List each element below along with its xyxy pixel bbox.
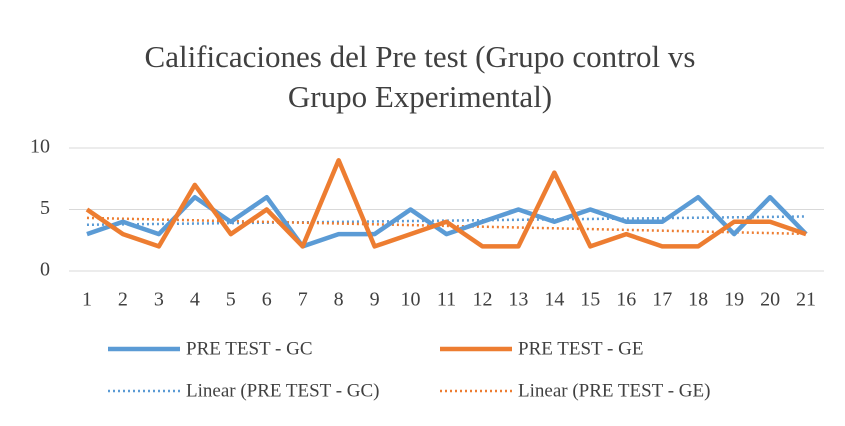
legend-label: PRE TEST - GE [518,338,643,359]
x-tick-label: 11 [437,289,456,311]
x-tick-label: 18 [688,289,708,311]
x-tick-label: 21 [796,289,816,311]
legend-label: Linear (PRE TEST - GE) [518,380,710,401]
x-tick-label: 5 [226,289,236,311]
x-tick-label: 8 [334,289,344,311]
x-tick-label: 10 [401,289,421,311]
x-tick-label: 19 [724,289,744,311]
x-tick-label: 17 [652,289,672,311]
legend-label: PRE TEST - GC [186,338,313,359]
series-line [86,194,808,249]
x-tick-label: 13 [508,289,528,311]
x-tick-label: 14 [544,289,564,311]
chart-title: Calificaciones del Pre test (Grupo contr… [145,39,696,74]
legend-label: Linear (PRE TEST - GC) [186,380,380,401]
x-tick-label: 12 [472,289,492,311]
x-tick-label: 3 [154,289,164,311]
x-tick-label: 2 [118,289,128,311]
x-tick-label: 6 [262,289,272,311]
x-tick-label: 20 [760,289,780,311]
x-tick-label: 9 [370,289,380,311]
y-tick-label: 5 [40,197,50,219]
x-tick-label: 4 [190,289,200,311]
x-tick-label: 7 [298,289,308,311]
x-tick-label: 1 [82,289,92,311]
y-tick-label: 0 [40,259,50,281]
x-tick-label: 15 [580,289,600,311]
y-tick-label: 10 [30,136,50,158]
series-line [85,158,807,249]
chart-title: Grupo Experimental) [288,79,552,114]
x-tick-label: 16 [616,289,636,311]
